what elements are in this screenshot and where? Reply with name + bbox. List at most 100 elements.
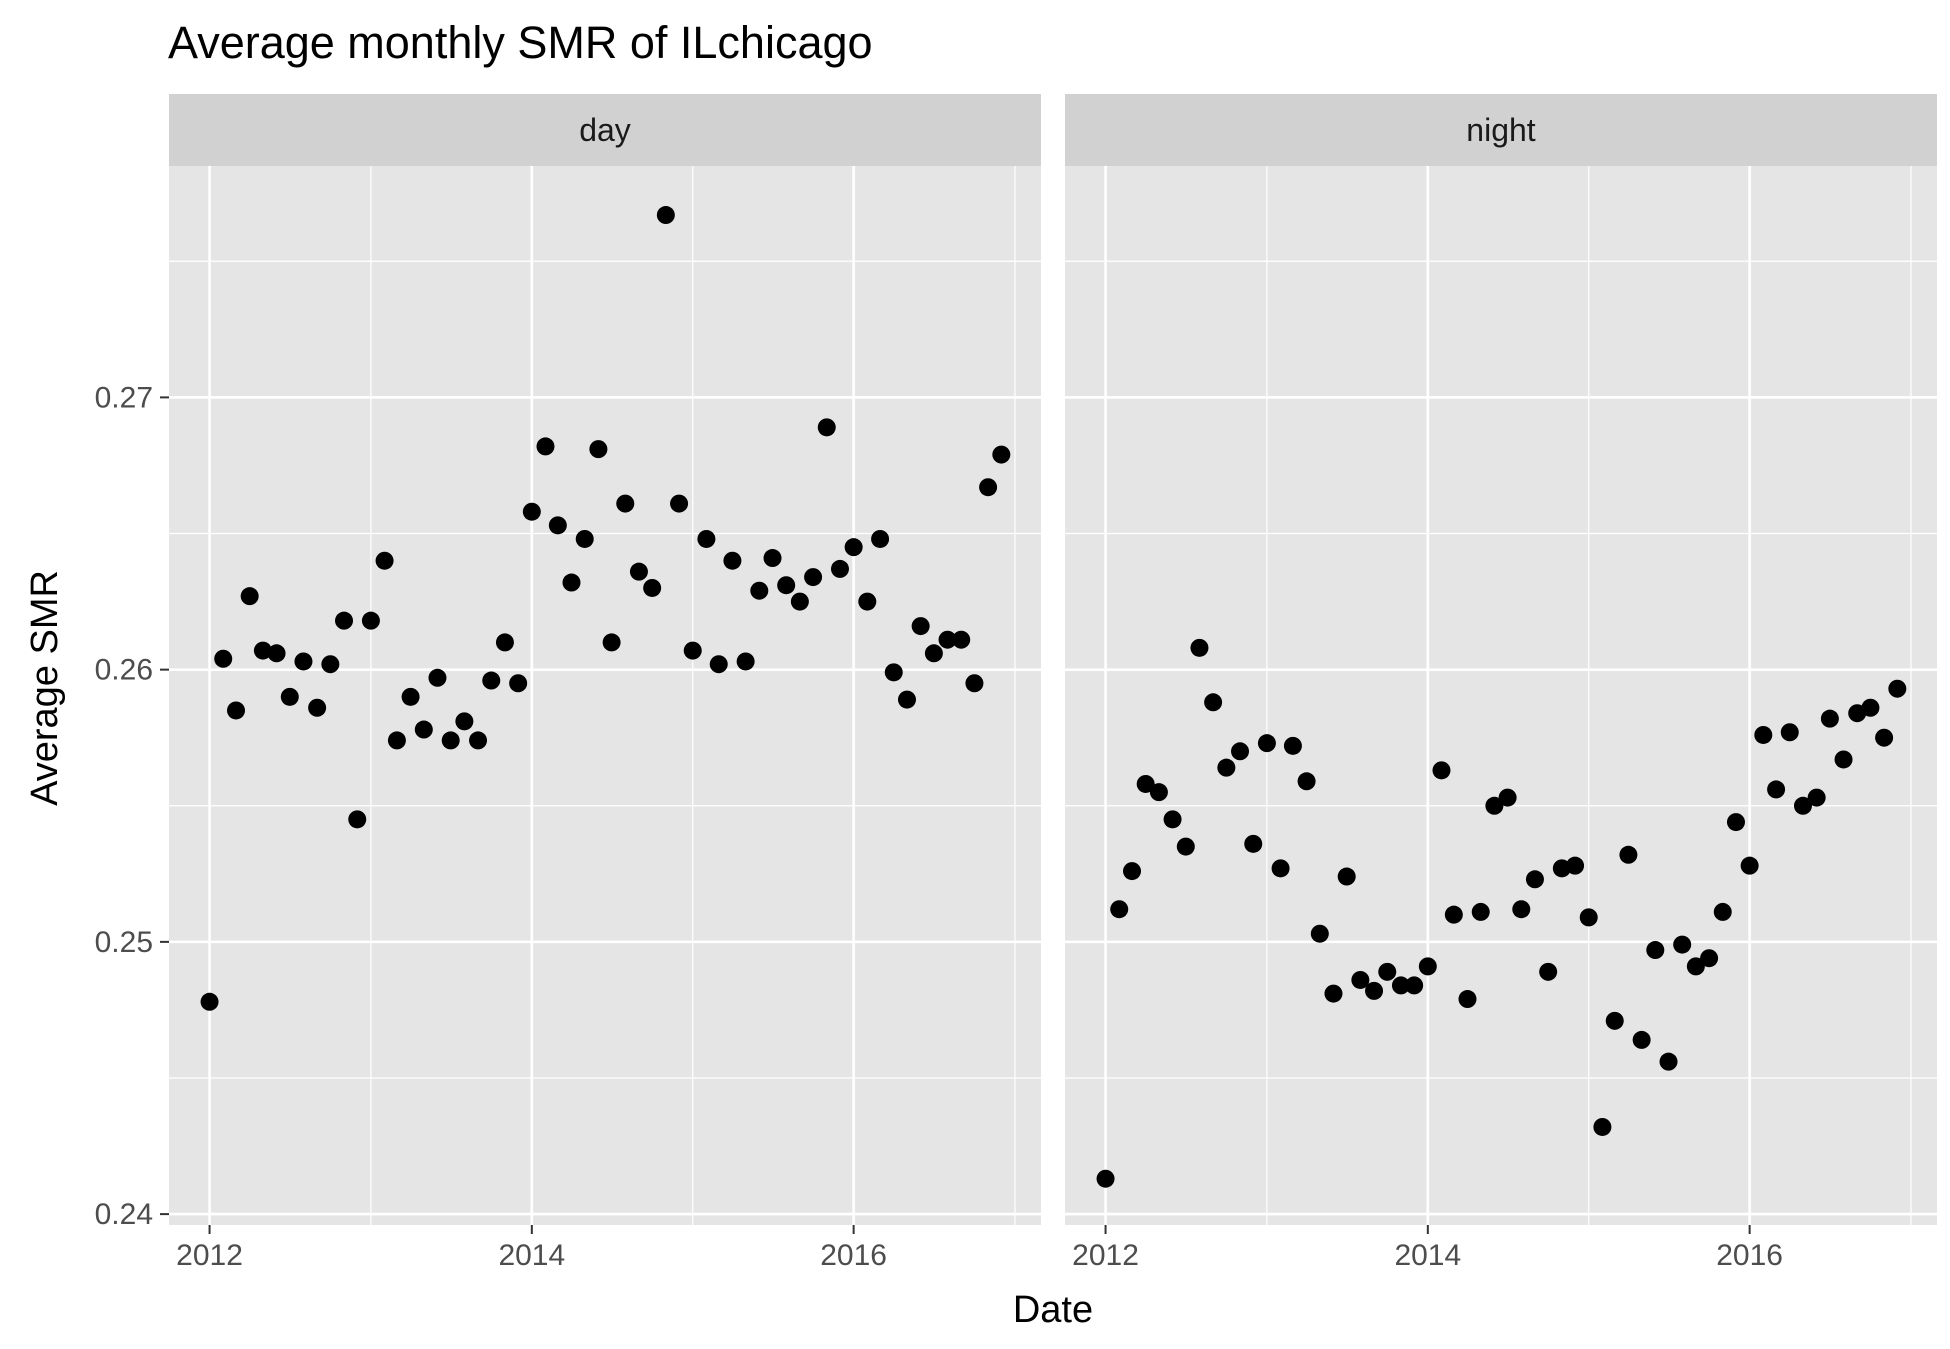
data-point-day (979, 478, 998, 497)
data-point-night (1632, 1030, 1651, 1049)
data-point-day (938, 630, 957, 649)
data-point-night (1700, 949, 1719, 968)
data-point-day (509, 674, 528, 693)
y-tick-label: 0.27 (95, 381, 153, 414)
data-point-night (1432, 761, 1451, 780)
facet-label-day: day (579, 112, 631, 148)
data-point-day (884, 663, 903, 682)
data-point-day (562, 573, 581, 592)
data-point-day (522, 502, 541, 521)
data-point-night (1257, 734, 1276, 753)
data-point-day (267, 644, 286, 663)
data-point-night (1875, 728, 1894, 747)
facet-strip-day (169, 94, 1041, 166)
data-point-night (1820, 709, 1839, 728)
panel-background (1065, 166, 1937, 1225)
data-point-day (469, 731, 488, 750)
data-point-day (455, 712, 474, 731)
data-point-day (321, 655, 340, 674)
y-axis-title: Average SMR (24, 570, 66, 806)
data-point-day (589, 440, 608, 459)
data-point-night (1283, 736, 1302, 755)
y-tick-label: 0.24 (95, 1198, 153, 1231)
data-point-night (1512, 900, 1531, 919)
data-point-day (280, 687, 299, 706)
data-point-day (670, 494, 689, 513)
data-point-day (844, 538, 863, 557)
data-point-night (1365, 981, 1384, 1000)
panel-background (169, 166, 1041, 1225)
data-point-day (294, 652, 313, 671)
data-point-day (656, 206, 675, 225)
data-point-day (214, 649, 233, 668)
x-tick-label: 2016 (1716, 1239, 1783, 1272)
data-point-night (1310, 924, 1329, 943)
data-point-day (750, 581, 769, 600)
y-tick-label: 0.26 (95, 654, 153, 687)
data-point-day (629, 562, 648, 581)
data-point-night (1444, 905, 1463, 924)
data-point-night (1754, 725, 1773, 744)
data-point-night (1337, 867, 1356, 886)
data-point-night (1204, 693, 1223, 712)
data-point-day (830, 559, 849, 578)
data-point-night (1123, 862, 1142, 881)
data-point-night (1686, 957, 1705, 976)
data-point-night (1525, 870, 1544, 889)
facet-strip-night (1065, 94, 1937, 166)
data-point-day (227, 701, 246, 720)
data-point-day (602, 633, 621, 652)
data-point-day (375, 551, 394, 570)
data-point-day (817, 418, 836, 437)
data-point-night (1726, 813, 1745, 832)
data-point-day (428, 668, 447, 687)
data-point-night (1780, 723, 1799, 742)
data-point-night (1405, 976, 1424, 995)
data-point-night (1593, 1117, 1612, 1136)
data-point-night (1579, 908, 1598, 927)
x-tick-label: 2012 (176, 1239, 243, 1272)
data-point-night (1231, 742, 1250, 761)
data-point-night (1619, 845, 1638, 864)
data-point-day (361, 611, 380, 630)
data-point-night (1217, 758, 1236, 777)
data-point-day (697, 529, 716, 548)
data-point-day (401, 687, 420, 706)
data-point-night (1605, 1011, 1624, 1030)
data-point-day (495, 633, 514, 652)
data-point-night (1149, 783, 1168, 802)
data-point-day (575, 529, 594, 548)
data-point-night (1458, 990, 1477, 1009)
data-point-day (723, 551, 742, 570)
data-point-day (965, 674, 984, 693)
data-point-day (548, 516, 567, 535)
chart-title: Average monthly SMR of ILchicago (168, 17, 873, 68)
data-point-night (1498, 788, 1517, 807)
data-point-day (897, 690, 916, 709)
data-point-night (1471, 902, 1490, 921)
data-point-night (1861, 698, 1880, 717)
x-tick-label: 2012 (1072, 1239, 1139, 1272)
data-point-day (200, 992, 219, 1011)
data-point-night (1378, 962, 1397, 981)
data-point-night (1096, 1169, 1115, 1188)
data-point-night (1566, 856, 1585, 875)
data-point-night (1297, 772, 1316, 791)
data-point-day (992, 445, 1011, 464)
data-point-night (1136, 774, 1155, 793)
data-point-night (1324, 984, 1343, 1003)
facet-panel-day: day 2012 2014 2016 (169, 94, 1041, 1272)
x-tick-label: 2016 (820, 1239, 887, 1272)
data-point-day (441, 731, 460, 750)
data-point-day (709, 655, 728, 674)
data-point-night (1391, 976, 1410, 995)
data-point-night (1713, 902, 1732, 921)
data-point-day (482, 671, 501, 690)
data-point-night (1888, 679, 1907, 698)
data-point-day (253, 641, 272, 660)
data-point-day (858, 592, 877, 611)
data-point-night (1351, 970, 1370, 989)
data-point-night (1163, 810, 1182, 829)
data-point-night (1673, 935, 1692, 954)
